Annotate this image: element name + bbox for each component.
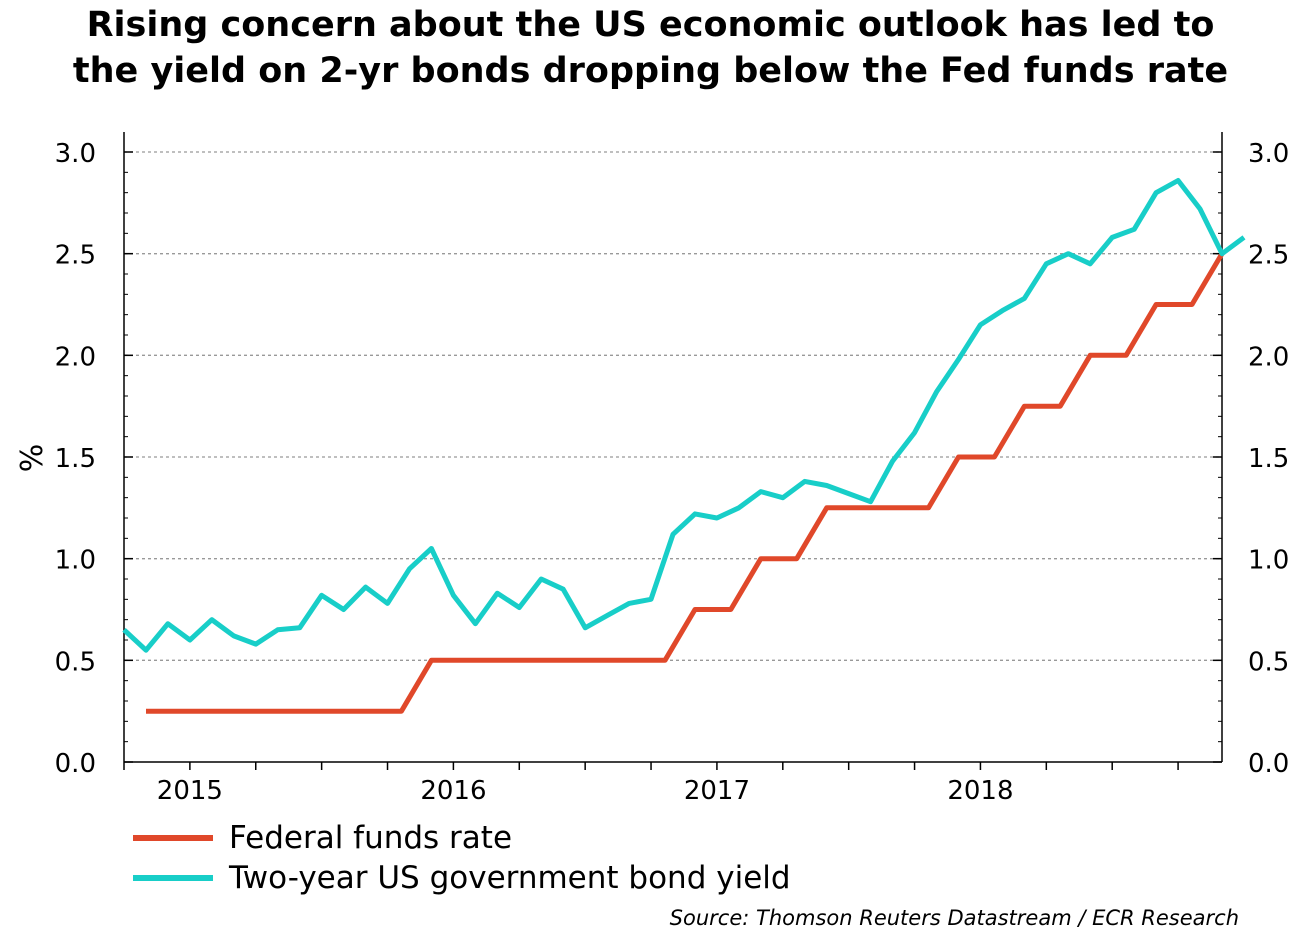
legend-swatch-bond-yield <box>133 875 213 881</box>
y-tick-label-left-3: 1.5 <box>55 444 96 474</box>
y-tick-label-left-2: 1.0 <box>55 546 96 576</box>
x-tick-label-2017: 2017 <box>684 776 750 806</box>
y-tick-label-right-2: 1.0 <box>1248 546 1289 576</box>
y-tick-label-right-5: 2.5 <box>1248 241 1289 271</box>
y-tick-label-right-6: 3.0 <box>1248 139 1289 169</box>
y-tick-label-right-0: 0.0 <box>1248 749 1289 779</box>
series-line-two-year-yield <box>122 178 1246 653</box>
legend-item-fed-funds: Federal funds rate <box>133 818 791 858</box>
y-tick-label-left-5: 2.5 <box>55 241 96 271</box>
y-tick-label-left-1: 0.5 <box>55 647 96 677</box>
chart-title-line-1: Rising concern about the US economic out… <box>86 5 1215 45</box>
legend-label-bond-yield: Two-year US government bond yield <box>229 860 791 896</box>
source-note: Source: Thomson Reuters Datastream / ECR… <box>669 906 1239 930</box>
x-tick-label-2016: 2016 <box>420 776 486 806</box>
y-tick-label-left-4: 2.0 <box>55 342 96 372</box>
y-axis-label: % <box>15 444 50 473</box>
y-tick-label-right-1: 0.5 <box>1248 647 1289 677</box>
x-tick-label-2015: 2015 <box>157 776 223 806</box>
legend-item-bond-yield: Two-year US government bond yield <box>133 858 791 898</box>
y-tick-label-left-6: 3.0 <box>55 139 96 169</box>
y-tick-label-right-3: 1.5 <box>1248 444 1289 474</box>
series-line-fed-funds-rate <box>146 252 1225 714</box>
chart-title: Rising concern about the US economic out… <box>0 2 1301 94</box>
y-tick-label-right-4: 2.0 <box>1248 342 1289 372</box>
y-tick-label-left-0: 0.0 <box>55 749 96 779</box>
chart-title-line-2: the yield on 2-yr bonds dropping below t… <box>72 51 1229 91</box>
legend: Federal funds rate Two-year US governmen… <box>133 818 791 898</box>
legend-swatch-fed-funds <box>133 835 213 841</box>
x-tick-label-2018: 2018 <box>947 776 1013 806</box>
legend-label-fed-funds: Federal funds rate <box>229 820 513 856</box>
